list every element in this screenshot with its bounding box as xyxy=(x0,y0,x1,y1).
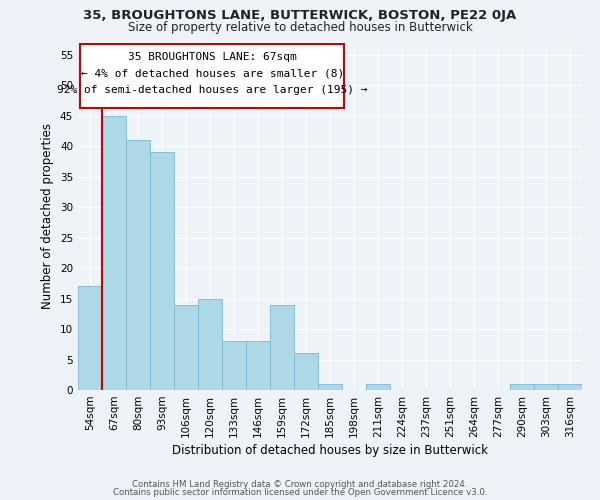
Text: ← 4% of detached houses are smaller (8): ← 4% of detached houses are smaller (8) xyxy=(81,68,344,78)
Bar xyxy=(222,341,246,390)
Text: Contains public sector information licensed under the Open Government Licence v3: Contains public sector information licen… xyxy=(113,488,487,497)
Text: 92% of semi-detached houses are larger (195) →: 92% of semi-detached houses are larger (… xyxy=(57,85,368,95)
Bar xyxy=(510,384,534,390)
Text: 35 BROUGHTONS LANE: 67sqm: 35 BROUGHTONS LANE: 67sqm xyxy=(128,52,297,62)
Bar xyxy=(150,152,174,390)
Text: Contains HM Land Registry data © Crown copyright and database right 2024.: Contains HM Land Registry data © Crown c… xyxy=(132,480,468,489)
Y-axis label: Number of detached properties: Number of detached properties xyxy=(41,123,55,309)
Bar xyxy=(174,304,198,390)
FancyBboxPatch shape xyxy=(80,44,344,108)
Bar xyxy=(246,341,270,390)
Bar xyxy=(198,298,222,390)
Text: 35, BROUGHTONS LANE, BUTTERWICK, BOSTON, PE22 0JA: 35, BROUGHTONS LANE, BUTTERWICK, BOSTON,… xyxy=(83,9,517,22)
Bar xyxy=(294,354,318,390)
Bar xyxy=(558,384,582,390)
Bar xyxy=(126,140,150,390)
X-axis label: Distribution of detached houses by size in Butterwick: Distribution of detached houses by size … xyxy=(172,444,488,457)
Bar xyxy=(534,384,558,390)
Bar xyxy=(102,116,126,390)
Bar xyxy=(366,384,390,390)
Bar xyxy=(78,286,102,390)
Bar xyxy=(270,304,294,390)
Bar xyxy=(318,384,342,390)
Text: Size of property relative to detached houses in Butterwick: Size of property relative to detached ho… xyxy=(128,21,472,34)
